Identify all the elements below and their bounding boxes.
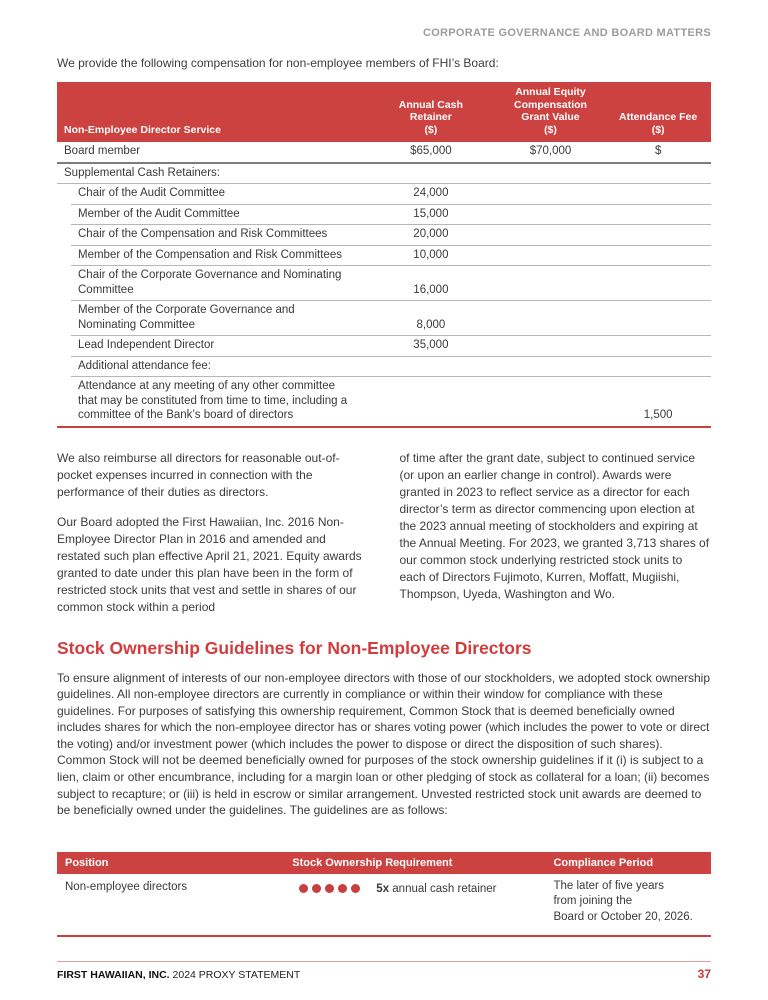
requirement-label: annual cash retainer bbox=[389, 882, 497, 895]
right-column: of time after the grant date, subject to… bbox=[400, 450, 712, 616]
cash-value: 20,000 bbox=[413, 228, 449, 240]
table-row: Supplemental Cash Retainers: bbox=[57, 164, 711, 184]
table-row: Chair of the Audit Committee 24,000 bbox=[71, 184, 711, 205]
equity-value: $70,000 bbox=[529, 145, 572, 157]
row-label: Member of the Audit Committee bbox=[78, 207, 240, 220]
page-footer: FIRST HAWAIIAN, INC. 2024 PROXY STATEMEN… bbox=[57, 961, 711, 981]
ownership-table-header: Position Stock Ownership Requirement Com… bbox=[57, 851, 711, 874]
table-row: Member of the Audit Committee 15,000 bbox=[71, 205, 711, 225]
requirement-multiplier: 5x bbox=[376, 882, 390, 895]
footer-brand-line: FIRST HAWAIIAN, INC. 2024 PROXY STATEMEN… bbox=[57, 969, 300, 981]
compensation-table: Non-Employee Director Service Annual Cas… bbox=[57, 82, 711, 428]
cash-value: 10,000 bbox=[413, 248, 449, 261]
intro-paragraph: We provide the following compensation fo… bbox=[57, 56, 499, 70]
table-row: Member of the Compensation and Risk Comm… bbox=[71, 246, 711, 266]
requirement-cell: 5x annual cash retainer bbox=[292, 879, 553, 926]
table-row: Chair of the Corporate Governance and No… bbox=[71, 266, 711, 301]
body-two-column: We also reimburse all directors for reas… bbox=[57, 450, 711, 616]
ownership-dot-icon bbox=[338, 883, 348, 893]
paragraph: Our Board adopted the First Hawaiian, In… bbox=[57, 514, 362, 614]
col-header-service: Non-Employee Director Service bbox=[64, 123, 221, 136]
row-label: Chair of the Corporate Governance and No… bbox=[78, 269, 342, 296]
col-header-equity-grant: Annual Equity Compensation Grant Value (… bbox=[514, 86, 587, 136]
cash-value: 16,000 bbox=[413, 283, 449, 296]
table-row: Additional attendance fee: bbox=[71, 357, 711, 377]
cash-value: 35,000 bbox=[413, 339, 449, 351]
table-row: Non-employee directors 5x annual cash re… bbox=[57, 874, 711, 936]
ownership-dot-icon bbox=[299, 883, 309, 893]
col-header-cash-retainer: Annual Cash Retainer ($) bbox=[398, 98, 463, 136]
table-row: Member of the Corporate Governance and N… bbox=[71, 301, 711, 336]
ownership-dot-icon bbox=[325, 883, 335, 893]
footer-brand: FIRST HAWAIIAN, INC. bbox=[57, 969, 170, 981]
paragraph: We also reimburse all directors for reas… bbox=[57, 450, 340, 499]
table-row: Chair of the Compensation and Risk Commi… bbox=[71, 225, 711, 246]
ownership-guidelines-table: Position Stock Ownership Requirement Com… bbox=[57, 851, 711, 938]
row-label: Attendance at any meeting of any other c… bbox=[78, 380, 348, 421]
fee-value: $ bbox=[654, 145, 662, 157]
ownership-dots bbox=[292, 883, 361, 893]
cash-value: 8,000 bbox=[416, 318, 446, 331]
row-label: Board member bbox=[64, 145, 141, 157]
row-label: Member of the Compensation and Risk Comm… bbox=[78, 248, 342, 261]
paragraph: of time after the grant date, subject to… bbox=[399, 450, 710, 601]
page-number: 37 bbox=[697, 967, 711, 981]
row-label: Member of the Corporate Governance and N… bbox=[78, 304, 295, 331]
row-label: Lead Independent Director bbox=[78, 339, 215, 351]
position-value: Non-employee directors bbox=[65, 880, 188, 893]
running-head: CORPORATE GOVERNANCE AND BOARD MATTERS bbox=[422, 27, 711, 39]
table-row: Lead Independent Director 35,000 bbox=[71, 336, 711, 357]
col-header-attendance-fee: Attendance Fee ($) bbox=[619, 111, 698, 136]
row-label: Additional attendance fee: bbox=[78, 359, 211, 372]
page-content: CORPORATE GOVERNANCE AND BOARD MATTERS W… bbox=[57, 27, 711, 938]
compensation-table-header: Non-Employee Director Service Annual Cas… bbox=[57, 82, 711, 142]
table-row: Attendance at any meeting of any other c… bbox=[71, 377, 711, 426]
cash-value: 15,000 bbox=[413, 207, 449, 220]
row-label: Chair of the Audit Committee bbox=[78, 187, 226, 199]
row-label: Chair of the Compensation and Risk Commi… bbox=[78, 228, 328, 240]
ownership-paragraph: To ensure alignment of interests of our … bbox=[57, 670, 711, 818]
col-header-position: Position bbox=[65, 856, 109, 869]
section-heading: Stock Ownership Guidelines for Non-Emplo… bbox=[57, 637, 532, 658]
table-row: Board member $65,000 $70,000 $ bbox=[57, 142, 711, 164]
cash-value: 24,000 bbox=[413, 187, 449, 199]
left-column: We also reimburse all directors for reas… bbox=[57, 450, 369, 616]
ownership-dot-icon bbox=[351, 883, 361, 893]
requirement-text: 5x annual cash retainer bbox=[376, 882, 496, 898]
cash-value: $65,000 bbox=[410, 145, 452, 157]
fee-value: 1,500 bbox=[643, 409, 673, 421]
compliance-value: The later of five years from joining the… bbox=[553, 879, 693, 923]
col-header-requirement: Stock Ownership Requirement bbox=[292, 856, 453, 869]
row-label: Supplemental Cash Retainers: bbox=[64, 166, 220, 179]
footer-doc-title: 2024 PROXY STATEMENT bbox=[169, 969, 301, 981]
col-header-compliance: Compliance Period bbox=[553, 856, 654, 869]
ownership-dot-icon bbox=[312, 883, 322, 893]
